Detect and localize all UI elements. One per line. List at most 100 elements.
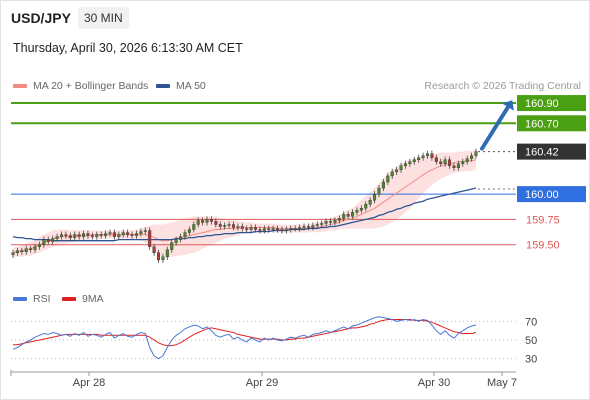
level-badge-160.42 (517, 143, 586, 160)
candle-body (59, 234, 64, 237)
candle-body (95, 234, 99, 237)
candle-body (209, 219, 213, 222)
candle-body (231, 224, 235, 228)
candle-body (403, 163, 407, 166)
candle-body (448, 159, 452, 166)
candle-body (77, 234, 81, 237)
candle-body (254, 227, 258, 230)
candle-body (68, 235, 72, 238)
ma20-line (12, 159, 477, 254)
candle-body (328, 221, 332, 223)
ma9-label: 9MA (82, 293, 104, 305)
candle-body (117, 234, 121, 237)
candle-body (108, 232, 112, 234)
candle-body (258, 229, 262, 231)
candle-body (174, 239, 178, 243)
candle-body (320, 223, 324, 225)
candle-body (64, 234, 68, 236)
candle-body (298, 227, 302, 229)
candle-body (240, 226, 244, 229)
candle-body (24, 248, 28, 252)
candle-body (126, 232, 130, 235)
rsi-panel: 70 50 30 (11, 316, 537, 366)
candle-body (289, 228, 293, 230)
candle-body (315, 224, 319, 226)
candle-body (196, 220, 200, 225)
candle-body (425, 153, 430, 156)
candle-body (284, 229, 288, 231)
timeframe-badge[interactable]: 30 MIN (78, 7, 129, 29)
candle-body (311, 225, 315, 228)
level-label-160.90: 160.90 (525, 98, 559, 110)
candle-body (82, 233, 86, 237)
rsi-label: RSI (33, 293, 51, 305)
candle-body (134, 233, 138, 236)
ma9-swatch (62, 297, 76, 301)
time-axis: Apr 28 Apr 29 Apr 30 May 7 (10, 370, 517, 389)
candle-body (11, 252, 15, 256)
candle-body (99, 234, 103, 236)
candle-body (214, 221, 218, 225)
research-credit: Research © 2026 Trading Central (424, 80, 581, 92)
candle-body (430, 153, 434, 158)
candle-body (37, 244, 41, 247)
candle-body (443, 159, 447, 164)
candle-body (368, 199, 372, 205)
candle-body (364, 204, 368, 209)
timestamp: Thursday, April 30, 2026 6:13:30 AM CET (13, 41, 243, 55)
candle-body (218, 224, 222, 227)
candle-body (165, 249, 169, 258)
moving-averages-layer (12, 159, 477, 254)
candle-body (236, 226, 240, 228)
symbol-title: USD/JPY (11, 10, 71, 26)
candle-body (86, 233, 90, 236)
candle-body (333, 220, 337, 223)
candle-body (42, 239, 46, 245)
candle-body (337, 218, 341, 221)
level-label-159.50: 159.50 (526, 240, 560, 252)
forecast-arrow-shaft (480, 105, 510, 151)
level-label-160.00: 160.00 (525, 189, 559, 201)
candle-body (377, 187, 381, 195)
candle-body (395, 169, 399, 173)
candle-body (249, 227, 253, 230)
time-tick-label: May 7 (487, 377, 517, 389)
candle-body (104, 233, 108, 236)
candle-body (421, 155, 425, 158)
forecast-arrow-head (502, 100, 514, 111)
candle-body (267, 228, 271, 230)
candle-body (46, 239, 50, 242)
candle-body (170, 242, 174, 250)
candle-body (245, 228, 249, 230)
legend-9ma: 9MA (62, 293, 104, 305)
candle-body (223, 225, 227, 227)
forecast-arrow-layer (480, 100, 514, 151)
candle-body (381, 181, 385, 189)
candle-body (408, 161, 412, 164)
rsi-9ma-line (13, 319, 477, 347)
candle-body (143, 230, 147, 232)
candle-body (139, 231, 143, 234)
level-badge-160.70 (517, 115, 586, 132)
candle-body (157, 252, 161, 261)
candle-body (227, 224, 231, 226)
candle-body (434, 157, 438, 162)
rsi-line (12, 316, 477, 360)
candle-body (373, 193, 377, 201)
time-tick-label: Apr 28 (73, 377, 105, 389)
candle-body (51, 238, 55, 242)
candle-body (412, 159, 416, 162)
candle-body (351, 212, 355, 217)
bollinger-band-layer (13, 149, 476, 258)
level-label-160.42: 160.42 (525, 147, 559, 159)
ma50-swatch (156, 84, 170, 88)
rsi-tick-30: 30 (525, 354, 537, 366)
candle-body (359, 208, 363, 211)
candle-body (29, 248, 33, 250)
time-tick-label: Apr 29 (246, 377, 278, 389)
candle-body (293, 228, 297, 230)
candle-body (456, 163, 460, 169)
rsi-tick-70: 70 (525, 316, 537, 328)
candles-layer (11, 148, 478, 263)
candle-body (183, 232, 187, 237)
